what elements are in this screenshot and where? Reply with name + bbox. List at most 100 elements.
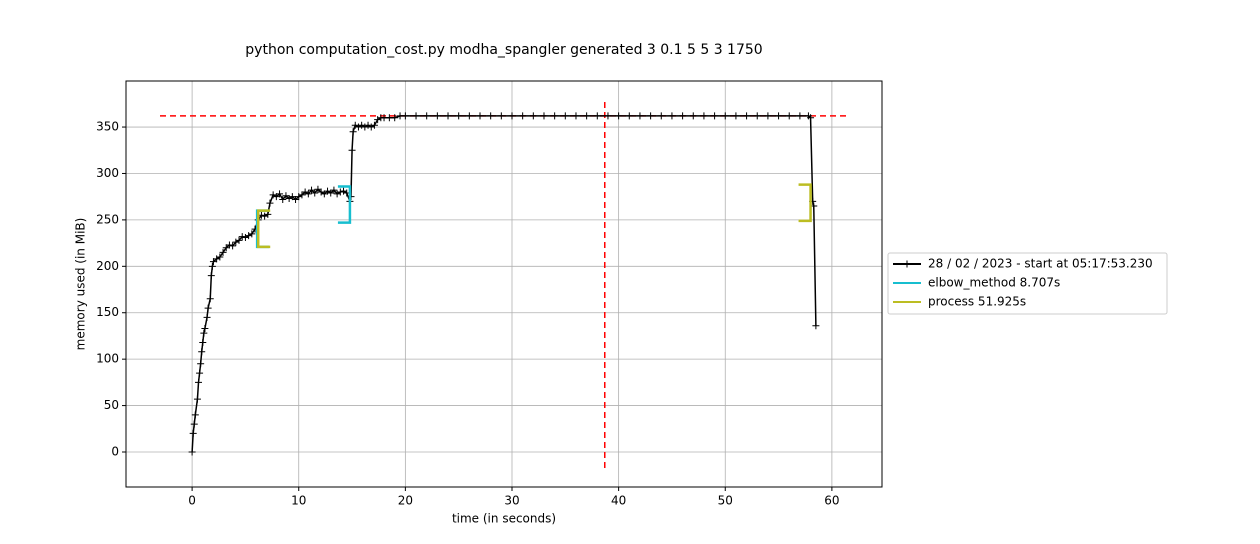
point-marker — [330, 186, 338, 194]
point-marker — [401, 112, 409, 120]
point-marker — [358, 121, 366, 129]
point-marker — [361, 123, 369, 131]
point-marker — [721, 112, 729, 120]
point-marker — [412, 112, 420, 120]
point-marker — [465, 112, 473, 120]
point-marker — [796, 112, 804, 120]
point-marker — [269, 191, 277, 199]
point-marker — [572, 112, 580, 120]
data-line — [191, 115, 817, 453]
point-marker — [807, 114, 815, 122]
point-marker — [248, 230, 256, 238]
point-marker — [191, 411, 199, 419]
y-tick-label: 200 — [96, 259, 119, 273]
point-marker — [785, 112, 793, 120]
legend-label: process 51.925s — [928, 295, 1026, 309]
point-marker — [219, 248, 227, 256]
point-marker — [340, 187, 348, 195]
x-tick-label: 30 — [504, 494, 519, 508]
point-marker — [207, 272, 215, 280]
point-marker — [764, 112, 772, 120]
point-marker — [689, 112, 697, 120]
legend-marker — [903, 260, 911, 268]
point-marker — [190, 420, 198, 428]
point-marker — [497, 112, 505, 120]
x-tick-label: 20 — [398, 494, 413, 508]
point-marker — [519, 112, 527, 120]
point-marker — [551, 112, 559, 120]
point-marker — [529, 112, 537, 120]
point-marker — [753, 112, 761, 120]
point-marker — [225, 241, 233, 249]
function-end-bracket — [798, 183, 812, 223]
point-marker — [203, 313, 211, 321]
y-axis-label: memory used (in MiB) — [74, 218, 88, 351]
point-marker — [354, 123, 362, 131]
y-tick-label: 350 — [96, 120, 119, 134]
point-marker — [235, 236, 243, 244]
point-marker — [208, 262, 216, 270]
point-marker — [351, 121, 359, 129]
point-marker — [540, 112, 548, 120]
point-marker — [391, 114, 399, 122]
x-tick-label: 0 — [188, 494, 196, 508]
point-marker — [374, 116, 382, 124]
x-tick-label: 50 — [718, 494, 733, 508]
point-marker — [476, 112, 484, 120]
point-marker — [195, 378, 203, 386]
point-marker — [199, 338, 207, 346]
point-marker — [487, 112, 495, 120]
point-marker — [679, 112, 687, 120]
point-marker — [625, 112, 633, 120]
point-marker — [711, 112, 719, 120]
point-marker — [206, 295, 214, 303]
point-marker — [636, 112, 644, 120]
point-marker — [279, 195, 287, 203]
point-marker — [201, 325, 209, 333]
point-marker — [188, 448, 196, 456]
point-marker — [245, 232, 253, 240]
point-marker — [604, 112, 612, 120]
point-marker — [229, 242, 237, 250]
point-marker — [204, 304, 212, 312]
point-marker — [668, 112, 676, 120]
x-tick-label: 60 — [824, 494, 839, 508]
point-marker — [264, 210, 272, 218]
point-marker — [193, 395, 201, 403]
point-marker — [508, 112, 516, 120]
point-marker — [197, 360, 205, 368]
point-marker — [583, 112, 591, 120]
point-marker — [364, 121, 372, 129]
point-marker — [743, 112, 751, 120]
point-marker — [189, 429, 197, 437]
point-marker — [615, 112, 623, 120]
point-marker — [196, 369, 204, 377]
y-tick-label: 150 — [96, 305, 119, 319]
point-marker — [657, 112, 665, 120]
point-marker — [304, 190, 312, 198]
point-marker — [198, 348, 206, 356]
point-marker — [700, 112, 708, 120]
x-axis-label: time (in seconds) — [452, 512, 556, 526]
point-marker — [261, 212, 269, 220]
legend-box — [887, 252, 1168, 315]
y-tick-label: 0 — [111, 444, 119, 458]
legend-label: 28 / 02 / 2023 - start at 05:17:53.230 — [928, 257, 1153, 271]
point-marker — [433, 112, 441, 120]
point-marker — [732, 112, 740, 120]
point-marker — [647, 112, 655, 120]
point-marker — [311, 189, 319, 197]
point-marker — [336, 188, 344, 196]
chart-title: python computation_cost.py modha_spangle… — [245, 42, 762, 58]
point-marker — [561, 112, 569, 120]
point-marker — [367, 123, 375, 131]
function-end-bracket — [337, 185, 352, 224]
legend-label: elbow_method 8.707s — [928, 276, 1060, 290]
point-marker — [200, 329, 208, 337]
point-marker — [812, 322, 820, 330]
point-marker — [444, 112, 452, 120]
y-tick-label: 300 — [96, 166, 119, 180]
y-tick-label: 250 — [96, 212, 119, 226]
